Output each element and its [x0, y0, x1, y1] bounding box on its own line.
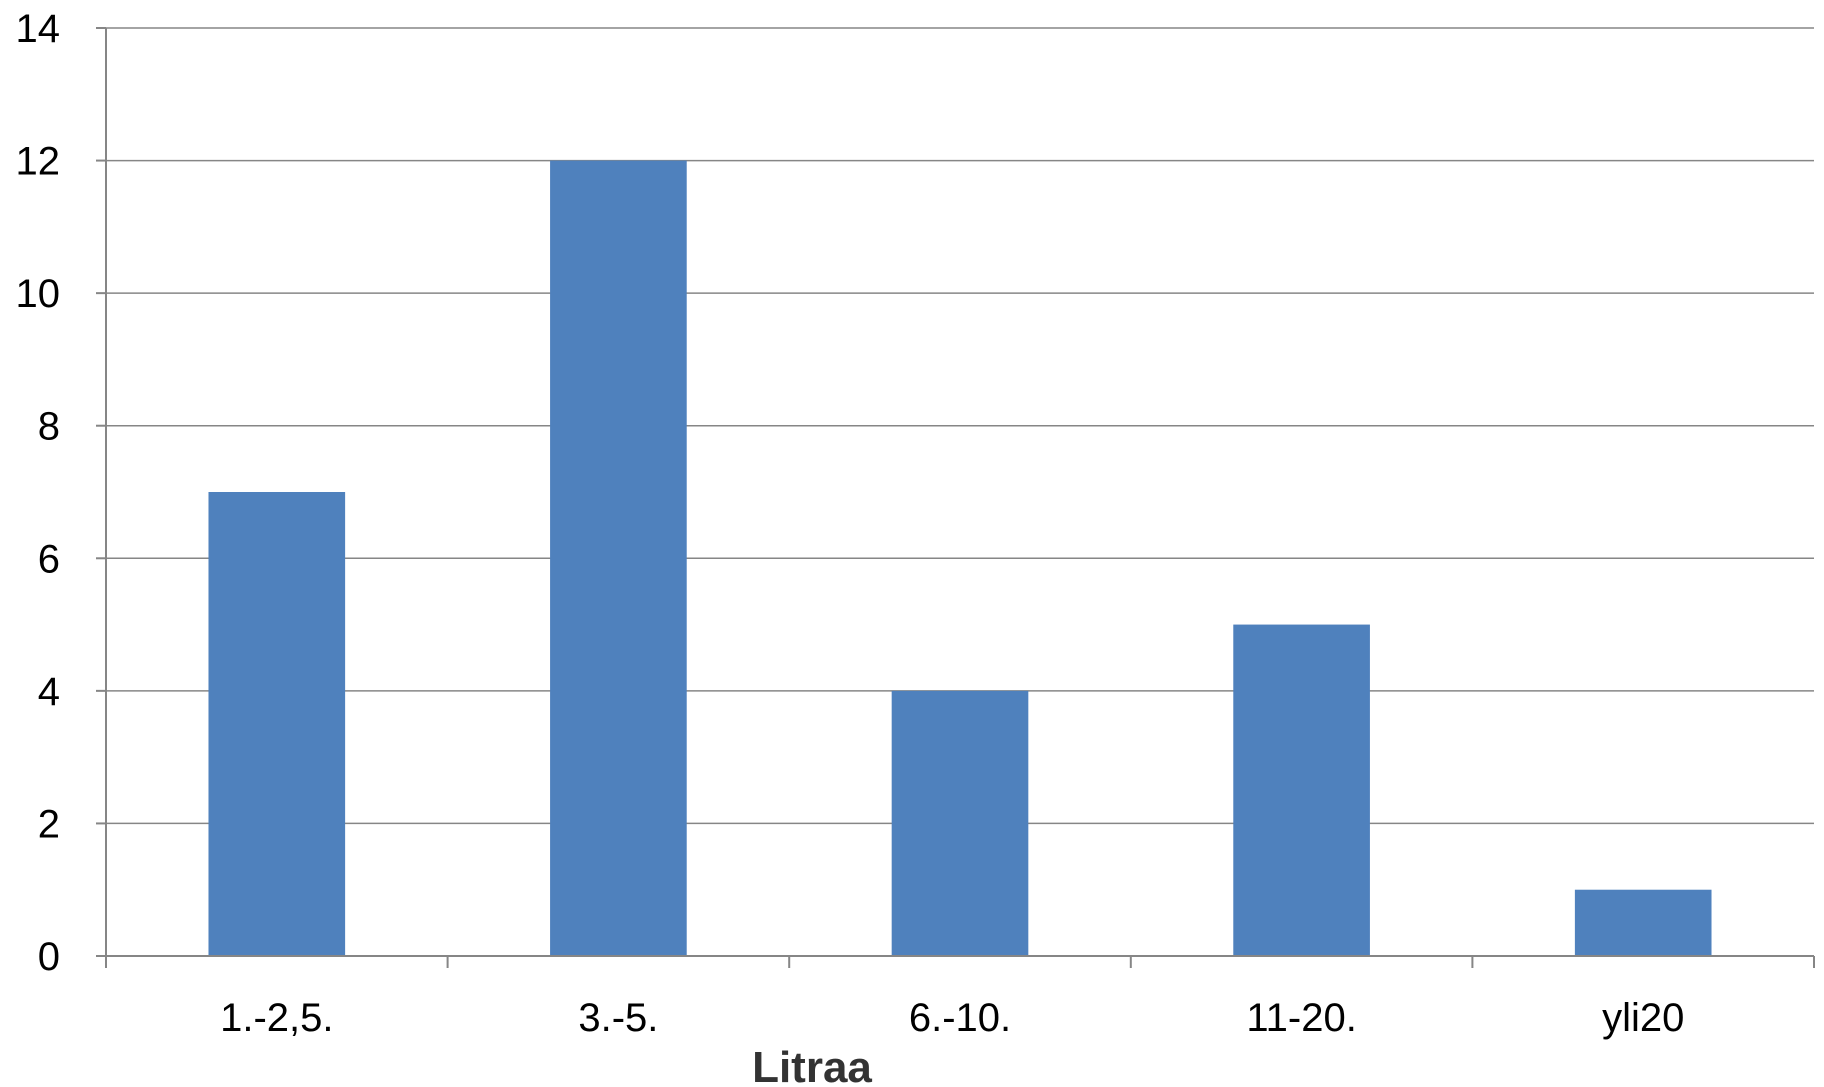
axes [105, 28, 1814, 957]
y-tick-label: 2 [38, 802, 60, 846]
y-tick-label: 12 [16, 140, 61, 184]
y-tick-label: 0 [38, 935, 60, 979]
y-tick-label: 8 [38, 405, 60, 449]
y-axis-ticks: 0 2 4 6 8 10 12 14 [16, 7, 106, 979]
y-tick-label: 4 [38, 670, 60, 714]
bar [891, 690, 1029, 956]
y-tick-label: 14 [16, 7, 61, 51]
gridlines [106, 27, 1814, 825]
bar [208, 492, 346, 956]
x-tick-label: 1.-2,5. [220, 996, 333, 1040]
x-axis-ticks: 1.-2,5. 3.-5. 6.-10. 11-20. yli20 [105, 956, 1815, 1040]
y-tick-label: 6 [38, 537, 60, 581]
bar [1233, 624, 1370, 956]
bars [208, 160, 1712, 957]
x-tick-label: 6.-10. [909, 996, 1011, 1040]
x-tick-label: yli20 [1602, 996, 1684, 1040]
y-tick-label: 10 [16, 272, 61, 316]
x-axis-title: Litraa [752, 1043, 872, 1087]
bar [550, 160, 687, 957]
x-tick-label: 3.-5. [578, 996, 658, 1040]
bar [1574, 889, 1712, 956]
x-tick-label: 11-20. [1246, 996, 1356, 1040]
